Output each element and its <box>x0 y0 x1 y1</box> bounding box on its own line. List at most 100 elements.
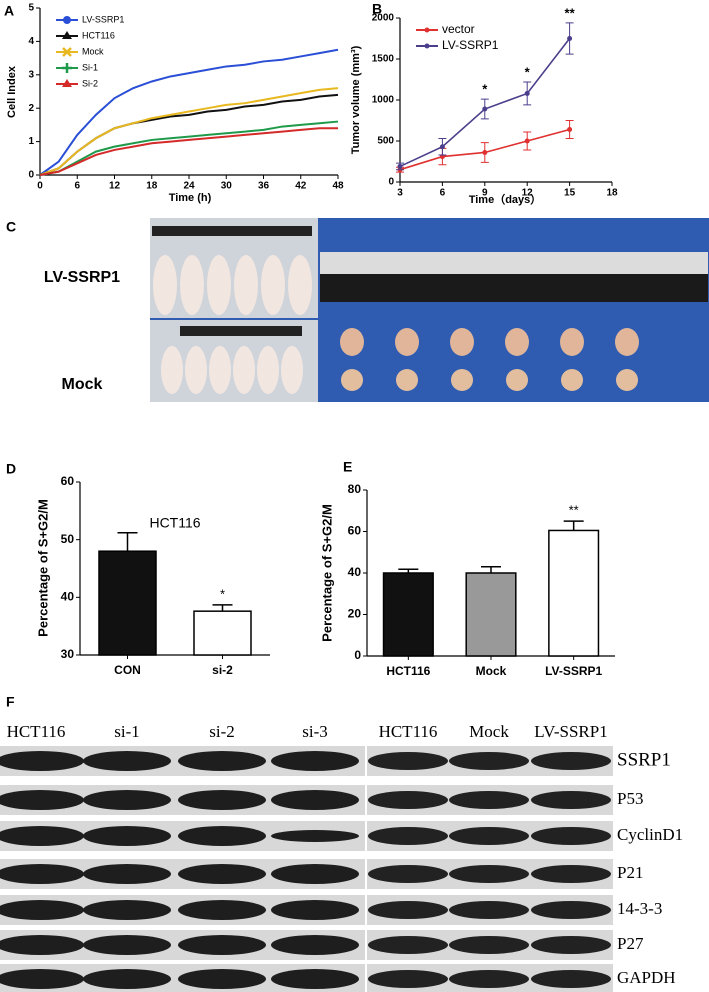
blot-column-label: HCT116 <box>379 722 438 741</box>
legend-marker <box>63 16 71 24</box>
mouse <box>281 346 303 394</box>
y-tick-label: 40 <box>61 590 75 604</box>
blot-band <box>449 827 529 845</box>
mouse <box>288 255 312 315</box>
mouse <box>161 346 183 394</box>
panel-letter: D <box>6 461 16 477</box>
line <box>39 87 339 176</box>
legend-label: vector <box>442 22 475 36</box>
x-tick-label: HCT116 <box>386 664 430 678</box>
blot-band <box>531 752 611 770</box>
blot-band <box>368 791 448 809</box>
y-tick-label: 0 <box>28 170 34 181</box>
x-tick-label: 30 <box>221 181 233 192</box>
blot-band <box>368 901 448 919</box>
error-bar <box>117 531 138 552</box>
blot-row-label: P53 <box>617 789 643 808</box>
tumor <box>506 369 528 391</box>
y-axis-label: Percentage of S+G2/M <box>319 504 334 642</box>
x-tick-label: 6 <box>440 188 446 199</box>
blot-row-label: P21 <box>617 863 643 882</box>
y-axis-label: Percentage of S+G2/M <box>35 499 50 637</box>
y-tick-label: 1 <box>28 136 34 147</box>
tumor <box>560 328 584 356</box>
tumor <box>615 328 639 356</box>
legend-marker <box>62 79 72 87</box>
y-tick-label: 4 <box>28 36 34 47</box>
x-tick-label: 12 <box>109 181 121 192</box>
y-tick-label: 40 <box>348 565 362 579</box>
panel-letter: C <box>6 219 16 235</box>
blot-column-label: si-1 <box>114 722 140 741</box>
y-tick-label: 0 <box>354 648 361 662</box>
western-blot: HCT116 si-1 si-2 si-3 HCT116 Mock LV-SSRP1 SSRP… <box>0 722 683 992</box>
bar <box>465 572 517 657</box>
blot-band <box>449 970 529 988</box>
mouse <box>234 255 258 315</box>
legend-marker <box>424 43 430 49</box>
legend-marker <box>62 63 72 73</box>
photo-panel: LV-SSRP1 Mock <box>44 218 709 402</box>
blot-column-label: si-3 <box>302 722 328 741</box>
y-tick-label: 30 <box>61 647 75 661</box>
x-tick-label: 18 <box>606 188 618 199</box>
blot-band <box>178 790 266 810</box>
x-tick-label: 3 <box>397 188 403 199</box>
blot-band <box>0 751 84 771</box>
annotation: HCT116 <box>149 515 200 531</box>
blot-band <box>0 900 84 920</box>
point <box>524 90 530 96</box>
blot-band <box>449 901 529 919</box>
y-tick-label: 5 <box>28 3 34 14</box>
mouse <box>185 346 207 394</box>
tumors <box>340 328 639 391</box>
panel-letter: B <box>372 1 382 17</box>
y-tick-label: 1000 <box>372 95 395 106</box>
blot-band <box>178 935 266 955</box>
y-tick-label: 80 <box>348 482 362 496</box>
blot-band <box>83 864 171 884</box>
blot-band <box>271 864 359 884</box>
point <box>482 106 488 112</box>
x-tick-label: 36 <box>258 181 270 192</box>
blot-column-label: LV-SSRP1 <box>534 722 607 741</box>
legend-label: Si-2 <box>82 78 98 88</box>
point <box>397 163 403 169</box>
point <box>567 127 573 133</box>
tumor <box>395 328 419 356</box>
mouse <box>180 255 204 315</box>
bar <box>98 550 157 656</box>
legend-label: LV-SSRP1 <box>442 38 499 52</box>
blot-band <box>271 900 359 920</box>
panel-letter: E <box>343 459 352 475</box>
blot-band <box>531 865 611 883</box>
y-tick-label: 0 <box>388 177 394 188</box>
significance: * <box>482 82 488 97</box>
x-tick-label: 18 <box>146 181 158 192</box>
line <box>39 127 338 176</box>
blot-band <box>83 751 171 771</box>
error-bar <box>212 604 233 612</box>
x-tick-label: CON <box>114 663 141 677</box>
line <box>39 93 339 176</box>
blot-band <box>449 865 529 883</box>
blot-band <box>449 791 529 809</box>
mice <box>153 255 312 394</box>
point <box>439 144 445 150</box>
blot-band <box>0 969 84 989</box>
y-tick-label: 60 <box>348 524 362 538</box>
bar <box>193 610 252 656</box>
significance: * <box>220 586 225 601</box>
y-tick-label: 60 <box>61 474 75 488</box>
x-tick-label: 42 <box>295 181 307 192</box>
legend-marker <box>62 31 72 39</box>
y-tick-label: 3 <box>28 69 34 80</box>
tumor <box>450 328 474 356</box>
bar <box>548 529 600 657</box>
panel-letter: A <box>4 3 14 19</box>
point <box>482 149 488 155</box>
mouse <box>261 255 285 315</box>
significance: ** <box>569 503 579 518</box>
x-tick-label: 0 <box>37 181 43 192</box>
